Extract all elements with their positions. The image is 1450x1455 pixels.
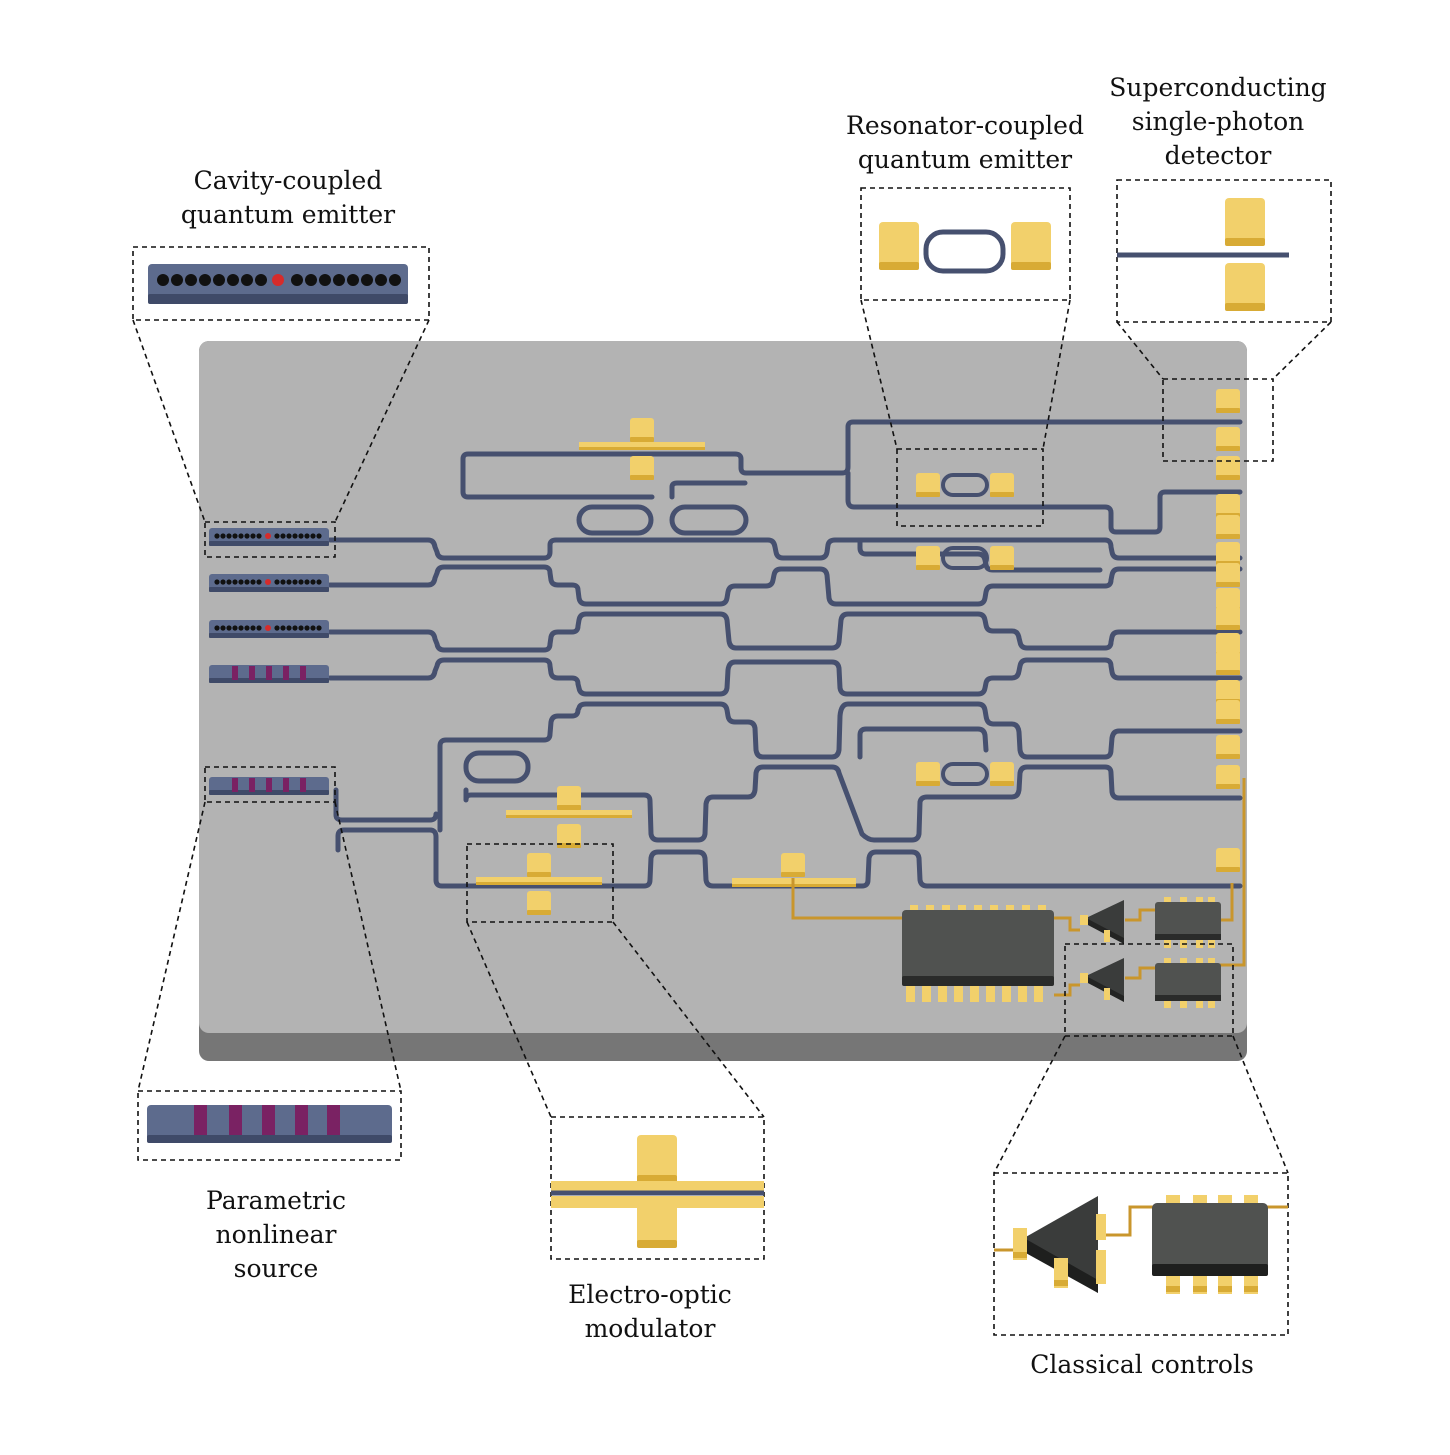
label-modulator: Electro-optic modulator <box>568 1280 732 1343</box>
chip-substrate <box>199 341 1247 1061</box>
zoom-nonlinear-source <box>147 1105 392 1143</box>
emitter-bar-icon <box>209 620 329 638</box>
zoom-detector <box>1117 198 1289 311</box>
waveguide-network <box>327 419 1243 889</box>
ic-chip-icon <box>1155 958 1221 1008</box>
ic-chip-icon <box>902 905 1054 1002</box>
on-chip-electronics <box>791 778 1246 1008</box>
label-classical-controls: Classical controls <box>1030 1350 1254 1379</box>
nonlinear-bar-icon <box>209 665 329 683</box>
nonlinear-bar-icon <box>209 777 329 795</box>
label-detector: Superconducting single-photon detector <box>1109 73 1327 170</box>
ic-chip-icon <box>1155 897 1221 948</box>
label-cavity-emitter: Cavity-coupled quantum emitter <box>180 166 396 229</box>
zoom-modulator <box>551 1135 764 1248</box>
zoom-resonator <box>879 222 1051 274</box>
emitter-bar-icon <box>209 574 329 592</box>
label-resonator-emitter: Resonator-coupled quantum emitter <box>846 111 1084 174</box>
zoom-classical-controls <box>994 1195 1288 1294</box>
zoom-cavity-emitter <box>148 264 408 304</box>
emitter-bar-icon <box>209 528 329 546</box>
label-nonlinear-source: Parametric nonlinear source <box>206 1186 346 1283</box>
